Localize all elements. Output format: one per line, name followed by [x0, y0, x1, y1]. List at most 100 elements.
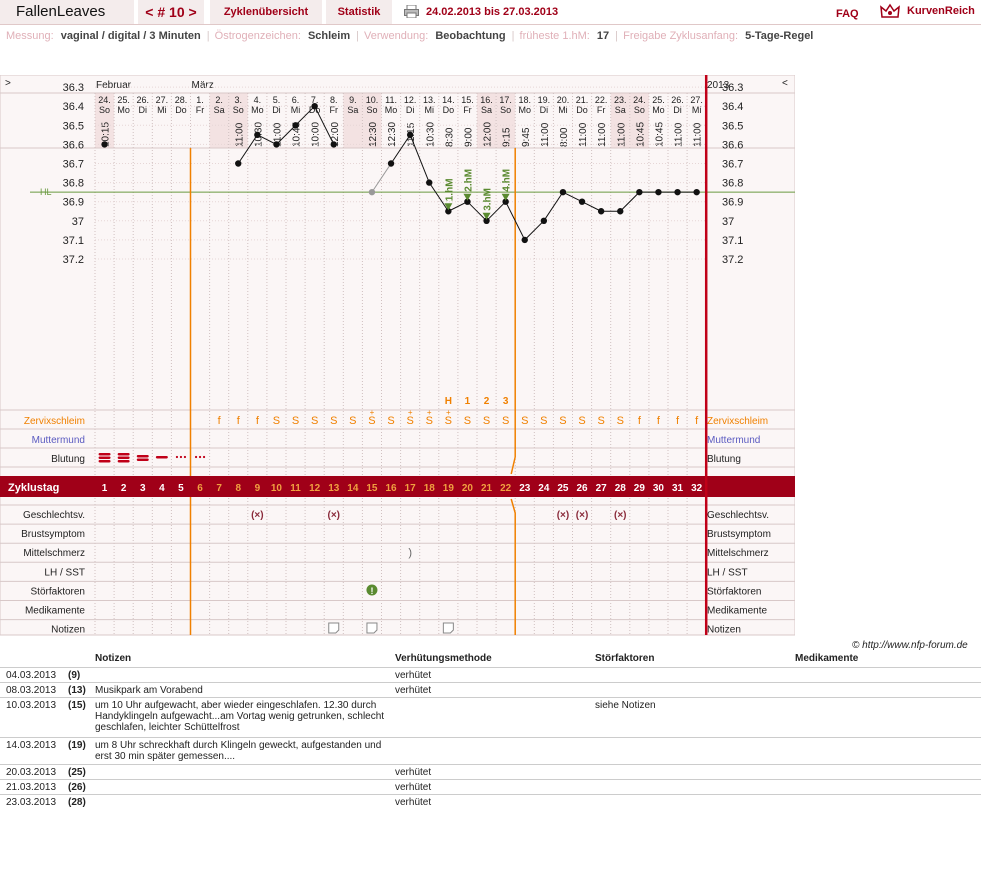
column-header: Verhütungsmethode: [395, 653, 492, 664]
nav-next: <: [782, 78, 788, 89]
mucus-plus: +: [370, 408, 375, 417]
temp-point: [254, 131, 261, 139]
row-label-geschlechtsv: Geschlechtsv.: [23, 510, 85, 521]
high-measure-label: 2.hM: [463, 169, 474, 192]
note-cycle-day: (26): [68, 782, 86, 793]
label: früheste 1.hM:: [519, 30, 590, 42]
cycle-day-number: 1: [102, 483, 108, 494]
note-date: 04.03.2013: [6, 670, 57, 681]
y-tick-right: 36.5: [722, 120, 743, 132]
cycle-navigator[interactable]: < # 10 >: [138, 0, 204, 24]
day-date: 28.: [175, 95, 188, 105]
high-measure-marker: [482, 212, 491, 220]
day-weekday: So: [233, 105, 244, 115]
day-date: 26.: [136, 95, 149, 105]
day-date: 8.: [330, 95, 338, 105]
day-weekday: Sa: [214, 105, 225, 115]
day-weekday: Mi: [692, 105, 702, 115]
day-date: 27.: [690, 95, 703, 105]
cycle-chart-svg: > <Februar März 201324.So10:1525.Mo26.Di27.…: [0, 63, 796, 636]
logo-text[interactable]: KurvenReich: [907, 5, 975, 17]
note-method: verhütet: [395, 685, 432, 696]
day-weekday: Mi: [425, 105, 435, 115]
note-text: um 10 Uhr aufgewacht, aber wieder einges…: [95, 700, 385, 733]
mucus-symbol: f: [638, 415, 642, 427]
temp-point: [502, 198, 509, 205]
day-weekday: Mi: [558, 105, 568, 115]
print-icon[interactable]: [404, 5, 419, 18]
temp-line: [543, 191, 564, 222]
day-date: 25.: [117, 95, 130, 105]
cycle-day-number: 30: [653, 483, 665, 494]
measure-time: 10:45: [635, 122, 646, 147]
y-tick-right: 37.2: [722, 254, 743, 266]
measure-time: 11:00: [540, 122, 551, 147]
day-date: 9.: [349, 95, 357, 105]
day-date: 24.: [98, 95, 111, 105]
day-date: 14.: [442, 95, 455, 105]
note-date: 20.03.2013: [6, 767, 57, 778]
intercourse-icon: (×): [328, 510, 341, 521]
weekend-shade: [343, 93, 363, 148]
cycle-day-number: 27: [596, 483, 608, 494]
day-weekday: Di: [673, 105, 682, 115]
row-label-zervix: Zervixschleim: [24, 416, 85, 427]
chart-background: [0, 74, 796, 636]
temp-line: [257, 134, 277, 145]
cycle-day-number: 8: [235, 483, 241, 494]
mucus-symbol: S: [521, 415, 528, 427]
note-cycle-day: (9): [68, 670, 81, 681]
notes-row: 23.03.2013 (28) verhütet: [0, 794, 981, 810]
mucus-symbol: S: [273, 415, 280, 427]
cycle-day-number: 21: [481, 483, 493, 494]
label: Verwendung:: [364, 30, 429, 42]
label: Messung:: [6, 30, 54, 42]
mucus-symbol: f: [695, 415, 699, 427]
mucus-symbol: S: [330, 415, 337, 427]
temp-point: [578, 198, 586, 205]
row-label-right-brustsymptom: Brustsymptom: [707, 529, 771, 540]
mucus-symbol: S: [292, 415, 299, 427]
fertile-end-line: [510, 456, 516, 475]
day-weekday: Do: [175, 105, 187, 115]
row-label-stoerfaktoren: Störfaktoren: [31, 586, 85, 597]
column-header: Störfaktoren: [595, 653, 655, 664]
cycle-day-number: 22: [500, 483, 512, 494]
weekend-shade: [629, 93, 649, 148]
mucus-plus: +: [446, 408, 451, 417]
day-weekday: So: [99, 105, 110, 115]
faq-link[interactable]: FAQ: [836, 8, 859, 20]
temp-line: [390, 134, 411, 164]
fertile-end-line: [510, 498, 516, 635]
note-icon: [366, 622, 378, 634]
cycle-day-number: 32: [691, 483, 703, 494]
note-date: 23.03.2013: [6, 797, 57, 808]
day-date: 11.: [385, 95, 397, 105]
note-method: verhütet: [395, 767, 432, 778]
mucus-symbol: S: [464, 415, 471, 427]
bleeding-spotting: [194, 455, 198, 459]
cycle-day-number: 17: [405, 483, 417, 494]
day-weekday: Mi: [157, 105, 167, 115]
year-label: 2013: [707, 80, 730, 91]
day-weekday: So: [366, 105, 377, 115]
temp-line: [295, 105, 316, 126]
temp-line: [619, 191, 640, 212]
day-weekday: Mi: [291, 105, 301, 115]
y-tick-right: 37: [722, 216, 734, 228]
y-tick-right: 36.8: [722, 178, 743, 190]
temp-line: [371, 163, 392, 193]
day-weekday: Di: [406, 105, 415, 115]
tab-statistics[interactable]: Statistik: [326, 0, 392, 24]
row-label-right-geschlechtsv: Geschlechtsv.: [707, 510, 769, 521]
temp-point: [636, 188, 643, 196]
y-tick: 36.4: [63, 101, 84, 113]
temp-line: [467, 201, 487, 222]
measure-time: 8:00: [559, 127, 570, 147]
row-label-right-blutung: Blutung: [707, 454, 741, 465]
divider: [0, 24, 981, 25]
weekend-shade: [95, 93, 115, 148]
cycle-day-band: [0, 476, 795, 497]
row-label-right-stoerfaktoren: Störfaktoren: [707, 586, 761, 597]
tab-cycle-overview[interactable]: Zyklenübersicht: [210, 0, 322, 24]
